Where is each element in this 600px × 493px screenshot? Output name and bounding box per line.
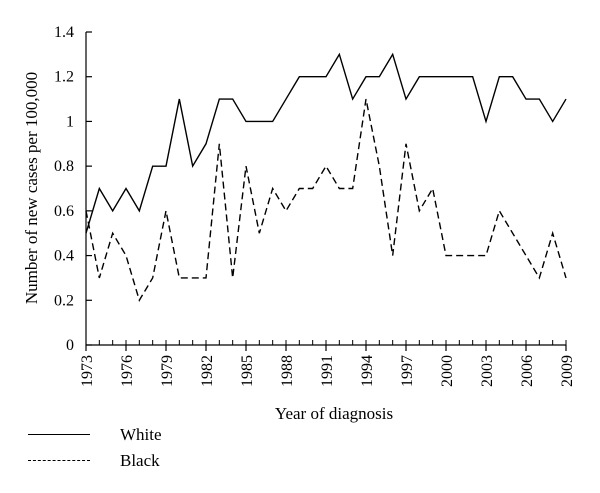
x-tick-label: 1976 bbox=[119, 355, 136, 387]
y-tick-label: 0.6 bbox=[54, 203, 74, 220]
x-tick-label: 2006 bbox=[519, 355, 536, 387]
y-tick-label: 0 bbox=[66, 337, 74, 354]
x-tick-label: 1985 bbox=[239, 355, 256, 387]
y-tick-label: 1.4 bbox=[54, 24, 74, 41]
x-tick-label: 2000 bbox=[439, 355, 456, 387]
x-tick-label: 1973 bbox=[79, 355, 96, 387]
series-lines bbox=[85, 52, 567, 303]
y-axis-ticks: 0 0.2 0.4 0.6 0.8 1 1.2 1.4 bbox=[54, 24, 92, 354]
x-tick-label: 1982 bbox=[199, 355, 216, 387]
series-line-white bbox=[85, 52, 567, 234]
legend-swatch-black bbox=[28, 460, 90, 461]
x-tick-label: 1988 bbox=[279, 355, 296, 387]
y-tick-label: 1 bbox=[66, 113, 74, 130]
legend-swatch-white bbox=[28, 434, 90, 435]
x-tick-label: 1991 bbox=[319, 355, 336, 387]
legend-label-black: Black bbox=[120, 451, 160, 470]
x-tick-label: 1997 bbox=[399, 355, 416, 387]
y-axis-label: Number of new cases per 100,000 bbox=[22, 72, 41, 304]
x-tick-label: 1979 bbox=[159, 355, 176, 387]
legend-item-white: White bbox=[28, 425, 328, 445]
x-tick-label: 2009 bbox=[559, 355, 576, 387]
x-tick-label: 2003 bbox=[479, 355, 496, 387]
legend: White Black bbox=[28, 425, 328, 475]
axes bbox=[85, 32, 566, 346]
y-tick-label: 1.2 bbox=[54, 69, 74, 86]
series-line-black bbox=[85, 98, 567, 303]
y-tick-label: 0.4 bbox=[54, 248, 74, 265]
x-axis-ticks: 1973 1976 1979 1982 1985 1988 1991 1994 1997 2000… bbox=[79, 340, 576, 387]
legend-item-black: Black bbox=[28, 451, 328, 471]
x-axis-label: Year of diagnosis bbox=[275, 404, 393, 423]
y-tick-label: 0.8 bbox=[54, 158, 74, 175]
legend-label-white: White bbox=[120, 425, 162, 444]
y-tick-label: 0.2 bbox=[54, 292, 74, 309]
x-tick-label: 1994 bbox=[359, 355, 376, 387]
